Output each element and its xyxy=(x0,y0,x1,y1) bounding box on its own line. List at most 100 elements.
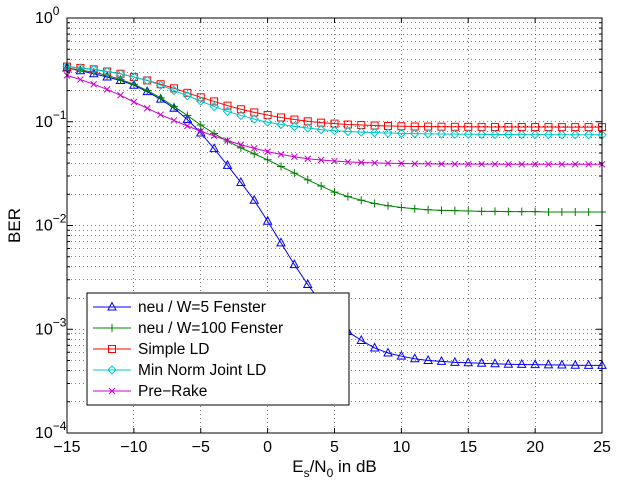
data-point xyxy=(291,153,298,161)
data-point xyxy=(249,194,260,204)
data-point xyxy=(503,358,514,368)
series-1 xyxy=(63,63,606,216)
legend-marker xyxy=(108,387,116,395)
data-point xyxy=(464,160,472,168)
data-point xyxy=(289,121,300,132)
data-point xyxy=(451,160,459,168)
legend-entry: Min Norm Joint LD xyxy=(93,362,266,379)
data-point xyxy=(570,130,580,140)
data-point xyxy=(383,128,393,138)
data-point xyxy=(102,66,112,77)
data-point xyxy=(356,127,366,137)
data-point xyxy=(424,205,433,214)
data-point xyxy=(197,127,205,135)
data-point xyxy=(478,160,485,168)
data-point xyxy=(557,359,567,369)
data-point xyxy=(209,101,219,112)
data-point xyxy=(196,96,206,106)
data-point xyxy=(290,169,299,178)
data-point xyxy=(585,160,592,168)
legend-label: Pre−Rake xyxy=(138,383,207,400)
data-point xyxy=(156,93,165,102)
data-point xyxy=(571,207,580,216)
ticks: −15 −10 −5 0 5 10 15 20 25 10−4 10−3 10−2 10−1 100 xyxy=(35,4,611,456)
data-point xyxy=(129,72,139,82)
legend-label: Simple LD xyxy=(138,341,210,358)
data-point xyxy=(196,121,205,130)
data-point xyxy=(518,160,526,168)
data-point xyxy=(583,130,594,140)
data-point xyxy=(370,199,379,208)
x-tick-label: −10 xyxy=(120,439,147,456)
x-axis-label: Es/N0 in dB xyxy=(292,457,377,480)
data-point xyxy=(302,278,313,288)
data-point xyxy=(317,156,325,164)
data-point xyxy=(317,182,326,191)
data-point xyxy=(410,204,419,213)
data-point xyxy=(571,160,579,168)
data-point xyxy=(463,357,474,367)
data-point xyxy=(450,206,459,215)
data-point xyxy=(517,129,527,140)
data-point xyxy=(423,129,433,139)
legend-marker xyxy=(108,324,116,332)
data-point xyxy=(450,129,460,139)
data-point xyxy=(277,162,285,171)
data-point xyxy=(170,102,178,111)
y-axis-label: BER xyxy=(5,208,24,243)
data-point xyxy=(76,66,85,75)
data-point xyxy=(543,359,554,369)
data-point xyxy=(222,106,233,117)
data-point xyxy=(531,207,540,216)
data-point xyxy=(584,207,593,216)
data-point xyxy=(517,207,526,216)
data-point xyxy=(304,155,312,163)
data-point xyxy=(369,342,380,352)
data-point xyxy=(249,114,259,124)
data-point xyxy=(530,359,540,369)
data-point xyxy=(583,359,594,369)
x-tick-label: 5 xyxy=(330,439,339,456)
data-point xyxy=(170,84,178,93)
data-point xyxy=(210,97,219,106)
data-point xyxy=(437,206,446,215)
legend: neu / W=5 Fenster neu / W=100 Fenster Simp… xyxy=(86,292,350,406)
data-point xyxy=(545,160,552,168)
data-point xyxy=(170,117,178,124)
x-tick-label: 0 xyxy=(263,439,272,456)
data-point xyxy=(263,155,272,164)
data-point xyxy=(476,129,487,140)
data-point xyxy=(169,85,179,96)
legend-marker xyxy=(107,365,117,375)
data-point xyxy=(224,137,231,144)
legend-marker xyxy=(108,345,116,353)
data-point xyxy=(143,104,151,112)
data-point xyxy=(157,111,164,119)
data-point xyxy=(530,129,540,140)
data-point xyxy=(464,206,473,215)
legend-entry: Simple LD xyxy=(93,341,210,358)
data-point xyxy=(557,207,566,216)
data-point xyxy=(155,93,166,103)
data-point xyxy=(450,356,460,366)
data-point xyxy=(357,159,365,166)
data-point xyxy=(182,91,193,101)
x-tick-label: −15 xyxy=(53,439,80,456)
data-point xyxy=(558,160,566,168)
legend-marker xyxy=(107,301,117,311)
data-point xyxy=(250,149,259,158)
data-point xyxy=(369,127,380,138)
data-point xyxy=(115,69,126,79)
data-point xyxy=(477,207,486,216)
data-point xyxy=(557,130,567,140)
data-point xyxy=(504,207,513,216)
data-point xyxy=(250,108,259,117)
data-point xyxy=(264,148,271,156)
data-point xyxy=(411,160,419,168)
data-point xyxy=(463,129,473,140)
data-point xyxy=(409,353,420,363)
data-point xyxy=(436,129,447,139)
x-axis-label-main: E xyxy=(292,457,303,476)
data-point xyxy=(491,160,499,168)
